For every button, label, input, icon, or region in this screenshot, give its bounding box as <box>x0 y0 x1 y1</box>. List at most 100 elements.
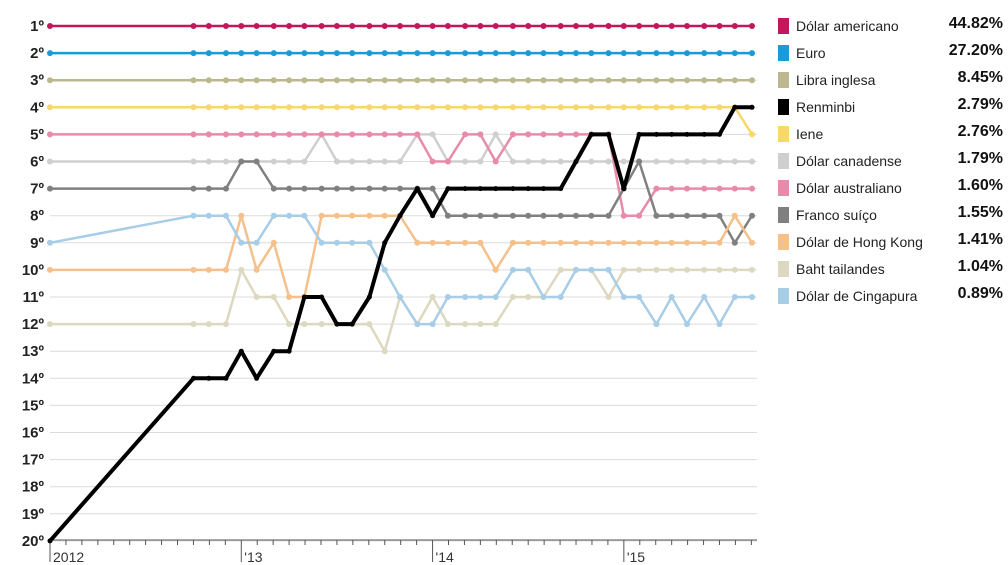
data-point <box>397 131 403 138</box>
legend-label: Dólar de Cingapura <box>796 288 918 304</box>
data-point <box>253 23 260 29</box>
data-point <box>381 50 388 57</box>
data-point <box>716 212 723 219</box>
data-point <box>333 50 340 57</box>
data-point <box>462 23 469 29</box>
data-point <box>318 23 325 29</box>
legend-label: Libra inglesa <box>796 72 876 88</box>
data-point <box>653 50 660 57</box>
data-point <box>668 50 675 57</box>
data-point <box>653 266 660 273</box>
data-point <box>381 104 388 111</box>
data-point <box>636 50 643 57</box>
data-point <box>333 23 340 29</box>
data-point <box>333 239 340 246</box>
data-point <box>509 50 516 57</box>
data-point <box>606 131 611 137</box>
data-point <box>749 77 755 84</box>
data-point <box>366 294 372 300</box>
data-point <box>510 186 516 192</box>
data-point <box>429 185 436 192</box>
legend-share-value: 1.55% <box>957 204 1003 221</box>
data-point <box>620 212 627 219</box>
data-point <box>270 185 277 192</box>
legend-item: Dólar australiano 1.60% <box>776 175 1006 202</box>
y-tick-label: 18º <box>22 479 45 496</box>
data-point <box>190 23 197 29</box>
data-point <box>636 212 643 219</box>
data-point <box>588 212 595 219</box>
legend-swatch <box>778 99 789 115</box>
data-point <box>334 321 340 327</box>
data-point <box>525 131 532 138</box>
data-point <box>205 131 212 138</box>
data-point <box>525 212 532 219</box>
data-point <box>668 212 675 219</box>
y-tick-label: 12º <box>22 316 45 333</box>
data-point <box>444 239 451 246</box>
data-point <box>333 131 340 138</box>
data-point <box>509 104 516 111</box>
data-point <box>525 294 532 300</box>
data-point <box>749 185 755 192</box>
data-point <box>47 131 53 138</box>
data-point <box>573 131 579 138</box>
data-point <box>253 131 260 138</box>
data-point <box>205 77 212 84</box>
data-point <box>206 375 212 381</box>
data-point <box>349 104 356 111</box>
y-tick-label: 4º <box>30 99 44 116</box>
data-point <box>286 294 293 300</box>
data-point <box>397 294 403 300</box>
data-point <box>301 77 308 84</box>
data-point <box>318 104 325 111</box>
legend-swatch <box>778 234 789 250</box>
data-point <box>462 104 469 111</box>
data-point <box>716 77 723 84</box>
data-point <box>684 185 690 192</box>
data-point <box>223 321 229 328</box>
data-point <box>605 266 612 273</box>
data-point <box>318 321 325 328</box>
data-point <box>701 185 708 192</box>
data-point <box>238 104 245 111</box>
legend-label: Dólar canadense <box>796 153 902 169</box>
data-point <box>253 266 260 273</box>
data-point <box>477 158 484 165</box>
data-point <box>47 77 53 84</box>
data-point <box>636 158 643 165</box>
data-point <box>397 104 403 111</box>
legend-share-value: 44.82% <box>948 15 1003 32</box>
data-point <box>286 212 293 219</box>
data-point <box>381 185 388 192</box>
data-point <box>668 23 675 29</box>
legend-item: Renminbi 2.79% <box>776 94 1006 121</box>
data-point <box>270 239 277 246</box>
data-point <box>620 158 627 165</box>
data-point <box>653 158 660 165</box>
data-point <box>223 185 229 192</box>
data-point <box>223 212 229 219</box>
data-point <box>205 321 212 328</box>
data-point <box>462 50 469 57</box>
data-point <box>366 104 373 111</box>
data-point <box>716 50 723 57</box>
data-point <box>684 239 690 246</box>
data-point <box>254 375 260 381</box>
data-point <box>349 239 356 246</box>
data-point <box>414 50 421 57</box>
data-point <box>444 321 451 328</box>
data-point <box>333 158 340 165</box>
y-tick-label: 17º <box>22 452 45 469</box>
data-point <box>381 158 388 165</box>
data-point <box>366 239 373 246</box>
data-point <box>414 239 421 246</box>
data-point <box>318 185 325 192</box>
data-point <box>684 321 690 328</box>
data-point <box>349 77 356 84</box>
data-point <box>716 239 723 246</box>
data-point <box>381 348 388 355</box>
data-point <box>588 131 594 137</box>
data-point <box>286 348 292 354</box>
data-point <box>429 131 436 138</box>
